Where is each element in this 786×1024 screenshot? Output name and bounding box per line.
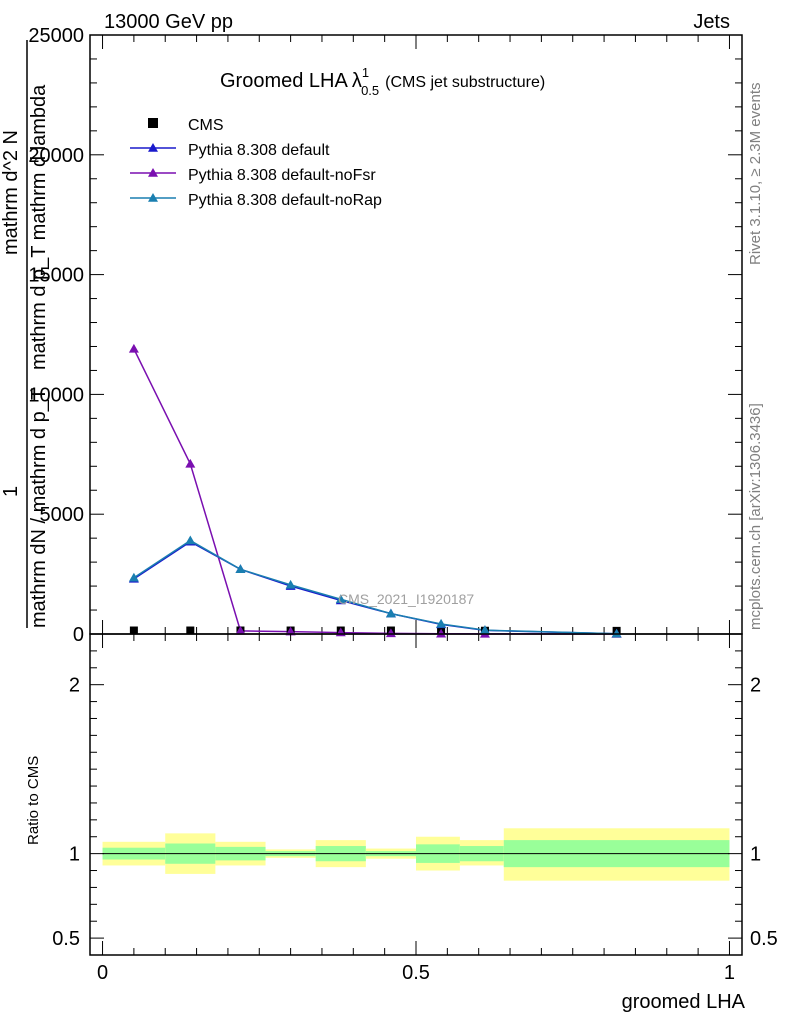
ratio-frame [89, 633, 743, 956]
legend: CMS Pythia 8.308 default Pythia 8.308 defa… [130, 117, 382, 209]
series-point-3 [285, 579, 296, 589]
site-label: mcplots.cern.ch [arXiv:1306.3436] [747, 403, 764, 630]
ylabel-numerator: mathrm d^2 N [0, 130, 22, 255]
process-label: Jets [693, 11, 730, 33]
series-point-2 [385, 628, 396, 638]
series-point-3 [436, 618, 447, 628]
main-ylabel: 1 mathrm d^2 N mathrm d p_T mathrm d lam… [0, 40, 50, 628]
series-point-3 [611, 628, 622, 638]
cms-point [129, 626, 138, 635]
legend-label: Pythia 8.308 default-noFsr [188, 167, 376, 184]
legend-label: CMS [188, 117, 224, 134]
y-tick-label: 5000 [40, 504, 85, 526]
chart-title-symbol: λ [352, 70, 362, 92]
ratio-panel: 0 0.5 1 0.5 0.5 1 1 2 2 [52, 633, 778, 984]
series-point-2 [128, 343, 139, 353]
ylabel-prefactor: mathrm dN / mathrm d p_T [28, 388, 50, 628]
energy-label: 13000 GeV pp [104, 11, 233, 33]
legend-label: Pythia 8.308 default [188, 142, 330, 159]
main-panel: 0 5000 10000 15000 20000 25000 [28, 25, 743, 646]
series-point-3 [128, 572, 139, 582]
series-point-3 [235, 564, 246, 574]
xlabel: groomed LHA [622, 991, 746, 1013]
series-line-3 [133, 539, 617, 635]
legend-marker-cms [148, 118, 158, 128]
series-point-3 [335, 594, 346, 604]
chart-title-suffix: (CMS jet substructure) [385, 74, 545, 91]
rivet-label: Rivet 3.1.10, ≥ 2.3M events [747, 83, 764, 266]
y-tick-label: 10000 [28, 384, 84, 406]
ratio-y-tick-label: 0.5 [52, 928, 80, 950]
ratio-y-tick-label: 2 [69, 675, 80, 697]
ylabel-one: 1 [0, 486, 22, 497]
series-point-2 [285, 626, 296, 636]
ylabel-denominator: mathrm d p_T mathrm d lambda [28, 84, 50, 370]
ratio-y-tick-label-right: 1 [750, 844, 761, 866]
chart-title-sup: 1 [362, 65, 369, 80]
series-point-3 [185, 535, 196, 545]
x-tick-label: 1 [724, 962, 735, 984]
series-point-3 [385, 608, 396, 618]
y-tick-label: 20000 [28, 145, 84, 167]
legend-marker [148, 168, 158, 177]
chart-title-sub: 0.5 [361, 83, 379, 98]
y-tick-label: 0 [73, 624, 84, 646]
watermark: CMS_2021_I1920187 [338, 591, 474, 607]
y-tick-label: 15000 [28, 265, 84, 287]
chart-title-text: Groomed LHA [220, 70, 348, 92]
chart-title: Groomed LHA λ1 0.5 (CMS jet substructure) [220, 65, 545, 98]
legend-label: Pythia 8.308 default-noRap [188, 192, 382, 209]
x-tick-label: 0 [97, 962, 108, 984]
series-line-1 [133, 540, 617, 635]
ratio-ylabel: Ratio to CMS [25, 756, 42, 845]
series-point-2 [436, 628, 447, 638]
x-tick-label: 0.5 [402, 962, 430, 984]
ratio-y-tick-label: 1 [69, 844, 80, 866]
legend-marker [148, 193, 158, 202]
ratio-y-tick-label-right: 0.5 [750, 928, 778, 950]
series-point-2 [235, 625, 246, 635]
ratio-y-tick-label-right: 2 [750, 675, 761, 697]
series-point-3 [479, 625, 490, 634]
cms-point [186, 626, 195, 635]
legend-marker [148, 143, 158, 152]
y-tick-label: 25000 [28, 25, 84, 47]
series-point-2 [185, 458, 196, 468]
